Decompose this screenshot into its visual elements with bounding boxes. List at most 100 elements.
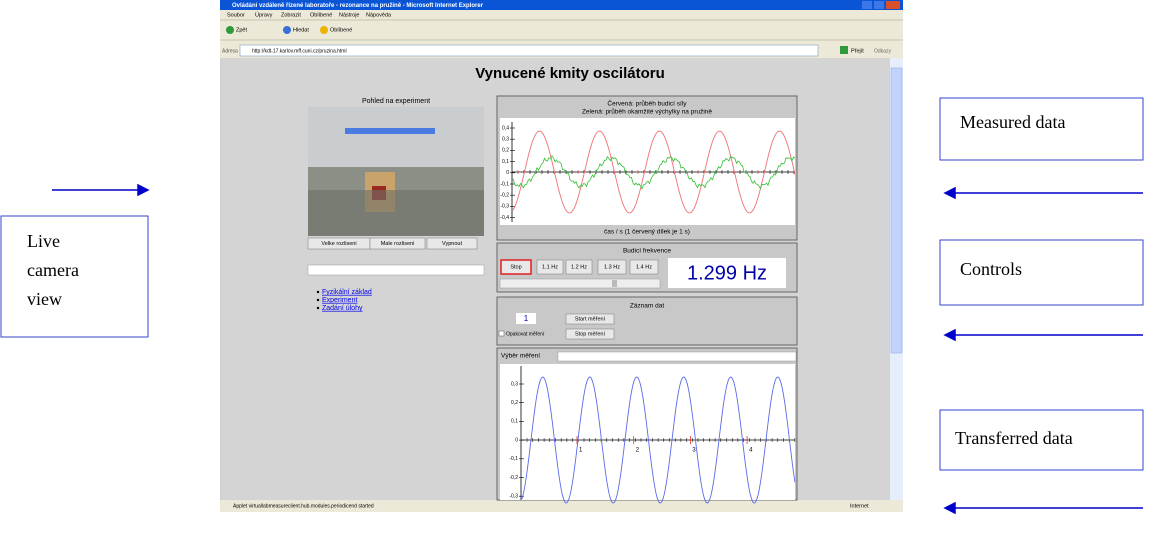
nav-link[interactable]: Fyzikální základ (322, 289, 372, 296)
y-tick-label: -0,3 (509, 494, 518, 500)
scrollbar-thumb[interactable] (890, 67, 903, 354)
annotation-box (939, 239, 1144, 306)
y-tick-label: 0 (515, 437, 518, 443)
arrows (52, 183, 1143, 515)
nav-link[interactable]: Zadání úlohy (322, 305, 363, 312)
address-input[interactable] (239, 44, 819, 57)
start-button[interactable] (565, 313, 615, 325)
chart-legend: Červená: průběh budicí síly (607, 99, 687, 108)
y-tick-label: 0,3 (502, 137, 509, 143)
annotation-box (0, 215, 149, 338)
camera-button-label: Male rozliseni (381, 241, 415, 247)
menu-item: Zobrazit (281, 12, 301, 18)
close-button[interactable] (886, 1, 900, 9)
address-label: Adresa (222, 48, 238, 54)
y-tick-label: -0,3 (500, 204, 509, 210)
annotation-text: camera (27, 260, 79, 280)
y-tick-label: 0,1 (511, 419, 518, 425)
toolbar-icon[interactable] (226, 26, 234, 34)
frequency-display: 1.299 Hz (687, 262, 767, 284)
camera-image-table (308, 190, 484, 236)
toolbar-button: Oblíbené (330, 27, 352, 33)
camera-button-label: Vypnout (442, 241, 462, 247)
text-input[interactable] (307, 264, 485, 276)
recording-panel (496, 296, 798, 346)
y-tick-label: 0 (506, 170, 509, 176)
chart-legend: Zelená: průběh okamžité výchylky na pruž… (582, 108, 712, 116)
nav-link[interactable]: Experiment (322, 297, 357, 304)
bullet (316, 298, 320, 302)
x-tick-label: 3 (692, 448, 696, 454)
y-tick-label: -0,2 (509, 475, 518, 481)
go-icon[interactable] (840, 46, 848, 54)
frequency-button-label: 1.1 Hz (542, 264, 558, 270)
status-zone: Internet (850, 503, 869, 509)
annotation-text: Transferred data (955, 428, 1073, 448)
title-bar (220, 0, 903, 10)
x-tick-label: 1 (579, 448, 583, 454)
toolbar-button: Hledat (293, 27, 309, 33)
bullet (316, 306, 320, 310)
annotation-box (939, 409, 1144, 471)
x-tick-label: 4 (749, 448, 753, 454)
frequency-button[interactable] (565, 259, 593, 275)
camera-button[interactable] (426, 237, 478, 250)
force-waveform (512, 130, 796, 214)
annotation-text: Live (27, 231, 60, 251)
toolbar-icon[interactable] (283, 26, 291, 34)
y-tick-label: -0,4 (500, 215, 509, 221)
annotation-text: view (27, 289, 62, 309)
y-tick-label: -0,1 (500, 181, 509, 187)
toolbar-icon[interactable] (320, 26, 328, 34)
status-text: Applet virtuallabmeasureclient.hub.modul… (233, 503, 374, 509)
address-url: http://kdt-17.karlov.mff.cuni.cz/pruzina… (252, 48, 347, 54)
status-bar (220, 500, 903, 512)
frequency-button-label: 1.3 Hz (604, 264, 620, 270)
bullet (316, 290, 320, 294)
transferred-waveform (521, 376, 796, 504)
camera-button-label: Velke rozliseni (321, 241, 356, 247)
start-button-label: Start měření (575, 316, 606, 322)
frequency-display-box (668, 258, 786, 288)
frequency-button[interactable] (597, 259, 627, 275)
frequency-button[interactable] (629, 259, 659, 275)
stop-button[interactable] (500, 259, 532, 275)
frequency-slider[interactable] (499, 278, 661, 289)
y-tick-label: 0,1 (502, 159, 509, 165)
repeat-label: Opakovat měření (506, 331, 545, 337)
y-tick-label: 0,3 (511, 381, 518, 387)
frequency-title: Budicí frekvence (623, 248, 671, 255)
menu-item: Nápověda (366, 12, 392, 18)
recording-title: Záznam dat (630, 303, 665, 310)
frequency-button-label: 1.4 Hz (636, 264, 652, 270)
stop-recording-button[interactable] (565, 328, 615, 340)
y-tick-label: -0,1 (509, 456, 518, 462)
stop-recording-button-label: Stop měření (575, 331, 605, 337)
maximize-button[interactable] (874, 1, 884, 9)
y-tick-label: 0,4 (502, 125, 509, 131)
x-axis-label: čas / s (1 červený dílek je 1 s) (604, 229, 690, 236)
camera-title: Pohled na experiment (362, 98, 430, 105)
stop-button-label: Stop (510, 264, 521, 270)
frequency-button[interactable] (536, 259, 564, 275)
camera-image-bar (345, 128, 435, 134)
measured-plot (500, 118, 795, 225)
measurement-count: 1 (524, 314, 529, 323)
camera-button[interactable] (369, 237, 426, 250)
y-tick-label: -0,2 (500, 193, 509, 199)
toolbar-button: Zpět (236, 27, 247, 33)
frequency-button-label: 1.2 Hz (571, 264, 587, 270)
repeat-checkbox[interactable] (498, 330, 505, 337)
slider-thumb[interactable] (612, 280, 617, 287)
menu-item: Oblíbené (310, 12, 332, 18)
links-label: Odkazy (874, 48, 891, 54)
window-title: Ovládání vzdáleně řízené laboratoře - re… (232, 3, 484, 9)
measurement-select[interactable] (557, 351, 797, 362)
annotation-text: Controls (960, 259, 1022, 279)
menu-item: Úpravy (255, 11, 273, 18)
go-button: Přejít (851, 48, 864, 54)
minimize-button[interactable] (862, 1, 872, 9)
page-heading: Vynucené kmity oscilátoru (475, 65, 665, 82)
y-tick-label: 0,2 (502, 148, 509, 154)
